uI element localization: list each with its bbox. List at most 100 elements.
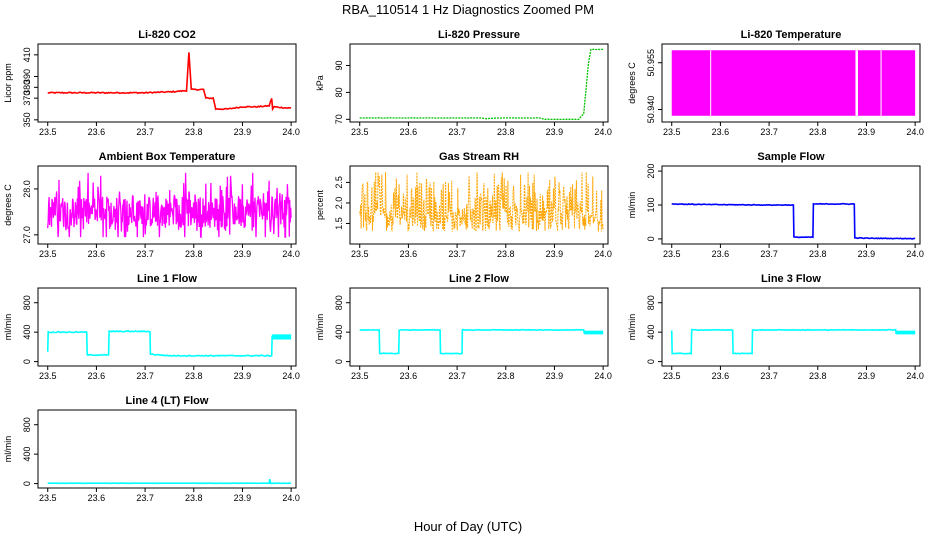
y-tick-label: 400 — [334, 325, 344, 340]
data-area-line1 — [46, 330, 292, 357]
y-axis-label-licor_temp: degrees C — [627, 62, 637, 104]
plot-frame-licor_temp — [661, 43, 921, 123]
data-line-co2 — [47, 52, 292, 112]
x-tick-label: 23.6 — [400, 249, 418, 259]
x-tick-label: 23.7 — [760, 127, 778, 137]
y-tick-label: 80 — [334, 87, 344, 97]
x-tick-label: 23.6 — [400, 371, 418, 381]
x-tick-label: 23.9 — [858, 249, 876, 259]
x-tick-label: 23.9 — [858, 371, 876, 381]
y-tick-label: 390 — [22, 69, 32, 84]
x-tick-label: 23.8 — [497, 371, 515, 381]
y-tick-label: 2.5 — [334, 176, 344, 189]
x-tick-label: 23.6 — [88, 249, 106, 259]
data-line-rh — [359, 172, 604, 232]
y-tick-label: 0 — [334, 359, 344, 364]
x-tick-label: 24.0 — [282, 249, 300, 259]
figure-title: RBA_110514 1 Hz Diagnostics Zoomed PM — [342, 2, 594, 17]
panel-line1: Line 1 Flow ml/min 23.5 23.6 23.7 23.8 23.9 24.… — [3, 273, 300, 381]
y-tick-label: 400 — [646, 325, 656, 340]
y-tick-label: 1.5 — [334, 217, 344, 230]
panel-box_temp: Ambient Box Temperature degrees C 23.5 23.6… — [3, 151, 300, 259]
panel-title-box_temp: Ambient Box Temperature — [99, 151, 236, 163]
y-tick-label: 50.955 — [646, 49, 656, 77]
y-tick-label: 400 — [22, 325, 32, 340]
x-tick-label: 23.9 — [234, 249, 252, 259]
y-axis-label-rh: percent — [315, 189, 325, 220]
x-tick-label: 23.5 — [663, 127, 681, 137]
y-tick-label: 370 — [22, 91, 32, 106]
panel-line2: Line 2 Flow ml/min 23.5 23.6 23.7 23.8 23.9 24.… — [315, 273, 612, 381]
x-tick-label: 23.7 — [448, 127, 466, 137]
panel-title-co2: Li-820 CO2 — [138, 29, 195, 41]
x-tick-label: 23.9 — [234, 493, 252, 503]
data-line-sample_flow — [671, 202, 916, 240]
x-tick-label: 24.0 — [282, 127, 300, 137]
x-tick-label: 24.0 — [906, 249, 924, 259]
x-tick-label: 24.0 — [282, 493, 300, 503]
y-tick-label: 410 — [22, 47, 32, 62]
x-tick-label: 23.5 — [351, 127, 369, 137]
data-line-line3 — [670, 328, 916, 355]
x-tick-label: 23.6 — [712, 249, 730, 259]
data-band-licor_temp — [671, 50, 916, 116]
plot-frame-rh — [349, 165, 609, 245]
y-axis-label-line1: ml/min — [3, 314, 13, 341]
x-tick-label: 23.7 — [448, 371, 466, 381]
panel-licor_temp: Li-820 Temperature degrees C 23.5 23.6 23.7 2… — [627, 29, 924, 137]
y-tick-label: 800 — [646, 295, 656, 310]
panel-title-sample_flow: Sample Flow — [757, 151, 825, 163]
x-tick-label: 23.6 — [88, 127, 106, 137]
panel-line3: Line 3 Flow ml/min 23.5 23.6 23.7 23.8 23.9 24.… — [627, 273, 924, 381]
x-tick-label: 23.6 — [712, 371, 730, 381]
x-tick-label: 24.0 — [594, 127, 612, 137]
x-tick-label: 23.6 — [88, 371, 106, 381]
x-tick-label: 23.5 — [663, 371, 681, 381]
y-axis-label-line4: ml/min — [3, 436, 13, 463]
data-line-box_temp — [47, 172, 292, 238]
x-tick-label: 23.7 — [136, 493, 154, 503]
y-tick-label: 50.940 — [646, 96, 656, 124]
y-axis-label-sample_flow: ml/min — [627, 192, 637, 219]
y-tick-label: 800 — [334, 295, 344, 310]
x-tick-label: 23.9 — [234, 371, 252, 381]
x-tick-label: 23.9 — [546, 249, 564, 259]
plot-frame-line3 — [661, 287, 921, 367]
y-axis-label-line2: ml/min — [315, 314, 325, 341]
data-area-line2 — [359, 328, 604, 355]
panel-title-rh: Gas Stream RH — [439, 151, 519, 163]
data-area-pressure — [359, 48, 604, 121]
data-line-line1 — [46, 330, 292, 357]
x-tick-label: 24.0 — [906, 371, 924, 381]
data-area-co2 — [47, 52, 292, 112]
x-tick-label: 23.5 — [39, 249, 57, 259]
x-tick-label: 23.5 — [39, 371, 57, 381]
y-axis-label-pressure: kPa — [315, 75, 325, 91]
x-tick-label: 23.5 — [39, 493, 57, 503]
x-tick-label: 23.5 — [351, 249, 369, 259]
x-tick-label: 23.8 — [185, 127, 203, 137]
x-tick-label: 23.5 — [663, 249, 681, 259]
y-tick-label: 28.0 — [22, 180, 32, 198]
y-tick-label: 800 — [22, 295, 32, 310]
plot-frame-pressure — [349, 43, 609, 123]
panel-title-line3: Line 3 Flow — [761, 273, 821, 285]
x-tick-label: 23.8 — [185, 493, 203, 503]
data-area-licor_temp — [671, 50, 916, 116]
panel-title-line1: Line 1 Flow — [137, 273, 197, 285]
y-tick-label: 800 — [22, 417, 32, 432]
panel-sample_flow: Sample Flow ml/min 23.5 23.6 23.7 23.8 23.9 24.… — [627, 151, 924, 259]
y-tick-label: 27.0 — [22, 226, 32, 244]
x-tick-label: 23.6 — [400, 127, 418, 137]
x-tick-label: 23.8 — [185, 371, 203, 381]
panel-pressure: Li-820 Pressure kPa 23.5 23.6 23.7 23.8 23.9 24… — [315, 29, 612, 137]
x-tick-label: 23.5 — [39, 127, 57, 137]
chart-panels: Li-820 CO2 Licor ppm 23.5 23.6 23.7 23.8 23.9 2… — [3, 29, 924, 503]
plot-frame-line1 — [37, 287, 297, 367]
panel-line4: Line 4 (LT) Flow ml/min 23.5 23.6 23.7 23.8 23… — [3, 395, 300, 503]
x-tick-label: 23.7 — [760, 371, 778, 381]
panel-title-line4: Line 4 (LT) Flow — [126, 395, 209, 407]
x-tick-label: 23.8 — [809, 127, 827, 137]
y-tick-label: 200 — [646, 164, 656, 179]
